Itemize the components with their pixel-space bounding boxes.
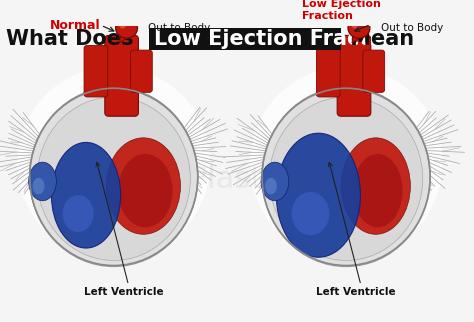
Text: Low Ejection
Fraction: Low Ejection Fraction	[301, 0, 381, 21]
Ellipse shape	[118, 154, 173, 227]
FancyBboxPatch shape	[105, 35, 138, 116]
Circle shape	[119, 22, 126, 29]
Ellipse shape	[276, 133, 360, 257]
FancyBboxPatch shape	[130, 50, 152, 92]
FancyBboxPatch shape	[84, 45, 108, 97]
Circle shape	[116, 18, 137, 38]
Text: Out to Body: Out to Body	[381, 23, 443, 33]
Ellipse shape	[292, 192, 329, 235]
Text: Left Ventricle: Left Ventricle	[84, 287, 164, 297]
Polygon shape	[352, 35, 363, 43]
Ellipse shape	[30, 87, 198, 266]
Text: What Does: What Does	[6, 29, 141, 49]
Text: Low Ejection Fraction: Low Ejection Fraction	[154, 29, 406, 49]
Text: Normal: Normal	[49, 19, 100, 32]
Ellipse shape	[28, 162, 56, 201]
Ellipse shape	[37, 97, 191, 260]
Ellipse shape	[341, 138, 410, 234]
FancyBboxPatch shape	[149, 28, 341, 50]
Polygon shape	[119, 35, 130, 43]
Text: Left Ventricle: Left Ventricle	[316, 287, 396, 297]
Ellipse shape	[265, 178, 277, 194]
Circle shape	[348, 18, 370, 38]
FancyBboxPatch shape	[337, 35, 371, 116]
Text: Out to Body: Out to Body	[148, 23, 210, 33]
Ellipse shape	[51, 142, 121, 248]
Ellipse shape	[262, 87, 430, 266]
Ellipse shape	[106, 138, 181, 234]
FancyBboxPatch shape	[363, 50, 384, 92]
Text: ePlastyc: ePlastyc	[171, 165, 298, 194]
FancyBboxPatch shape	[317, 45, 340, 97]
Text: Mean: Mean	[343, 29, 414, 49]
Ellipse shape	[250, 67, 443, 260]
Circle shape	[352, 22, 358, 29]
Ellipse shape	[18, 67, 210, 260]
Ellipse shape	[353, 154, 402, 227]
Ellipse shape	[261, 162, 289, 201]
Ellipse shape	[33, 178, 45, 194]
Ellipse shape	[269, 97, 423, 260]
Ellipse shape	[63, 195, 94, 232]
